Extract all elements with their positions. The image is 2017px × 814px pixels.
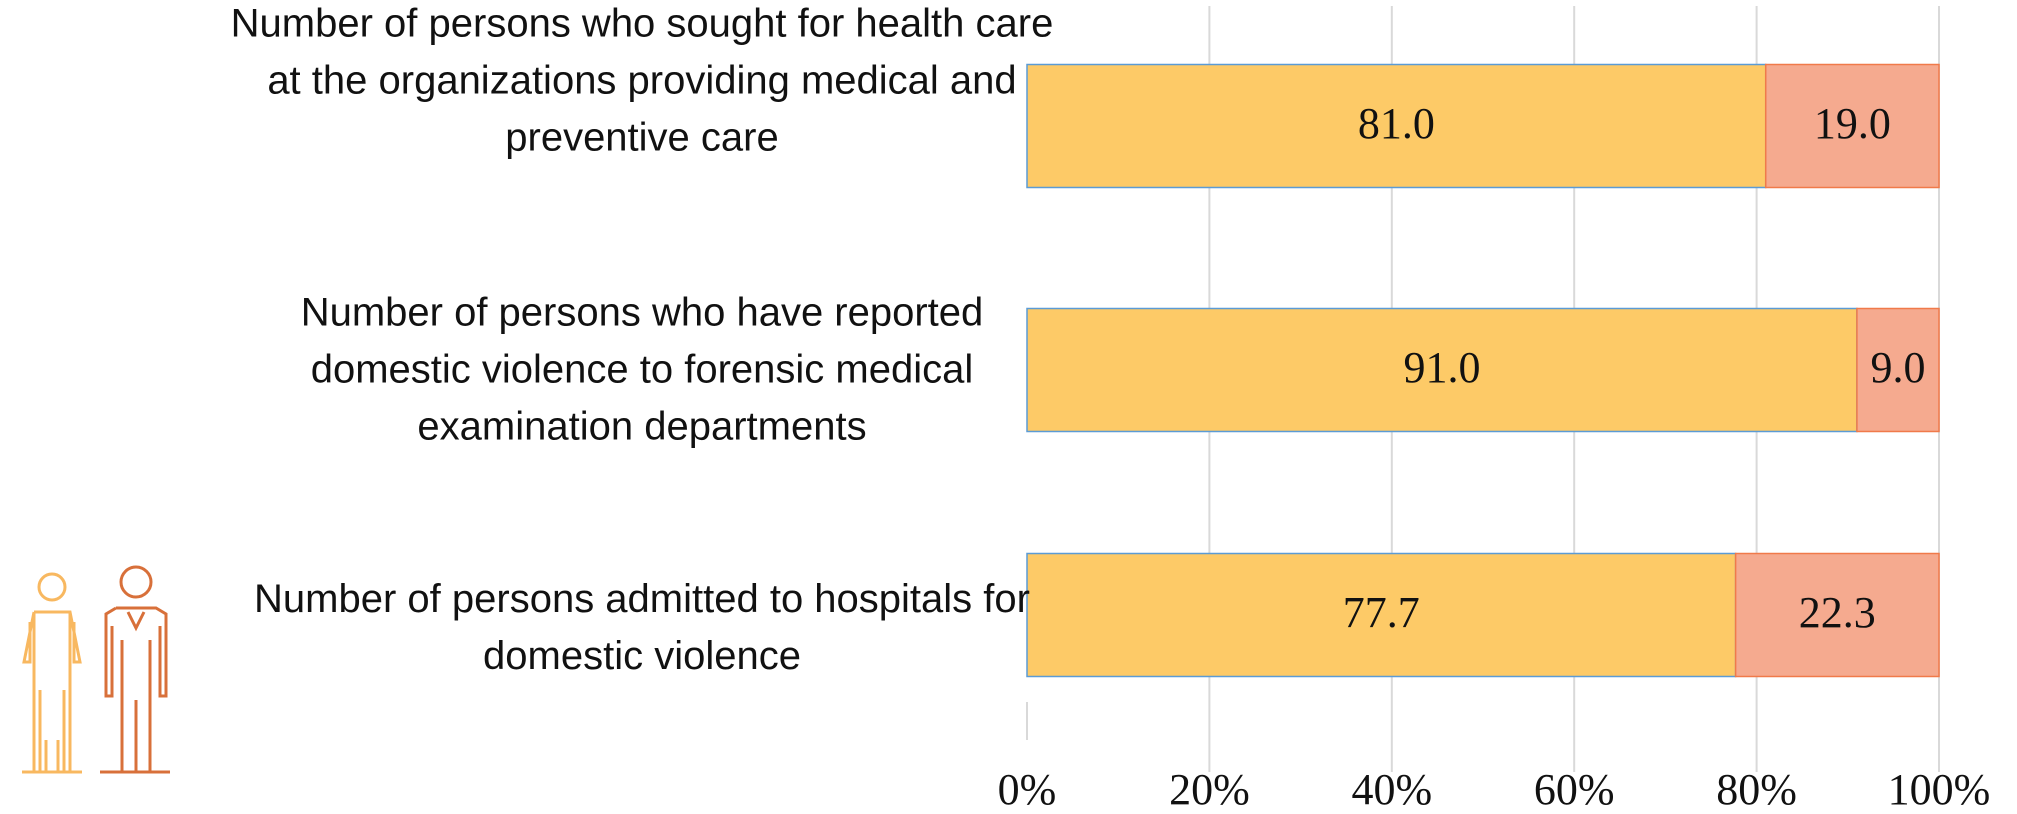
bar-segment	[1856, 307, 1940, 433]
bar-segment	[1026, 307, 1858, 433]
x-tick-label: 40%	[1351, 765, 1432, 814]
people-icon	[22, 565, 170, 774]
data-label: 81.0	[1358, 99, 1435, 148]
x-tick-label: 20%	[1169, 765, 1250, 814]
bar-segment	[1026, 552, 1737, 678]
data-label: 77.7	[1343, 588, 1420, 637]
bar-segment	[1764, 63, 1940, 189]
data-label: 9.0	[1870, 343, 1925, 392]
bar-segment	[1026, 63, 1767, 189]
x-tick-label: 0%	[998, 765, 1057, 814]
data-label: 22.3	[1799, 588, 1876, 637]
category-label: Number of persons admitted to hospitals …	[254, 577, 1030, 678]
x-tick-label: 100%	[1888, 765, 1991, 814]
bar-segment	[1734, 552, 1940, 678]
data-label: 19.0	[1814, 99, 1891, 148]
x-tick-label: 80%	[1716, 765, 1797, 814]
x-tick-label: 60%	[1534, 765, 1615, 814]
data-label: 91.0	[1403, 343, 1480, 392]
category-label: Number of persons who sought for health …	[230, 1, 1054, 160]
category-label: Number of persons who have reported dome…	[300, 290, 984, 449]
